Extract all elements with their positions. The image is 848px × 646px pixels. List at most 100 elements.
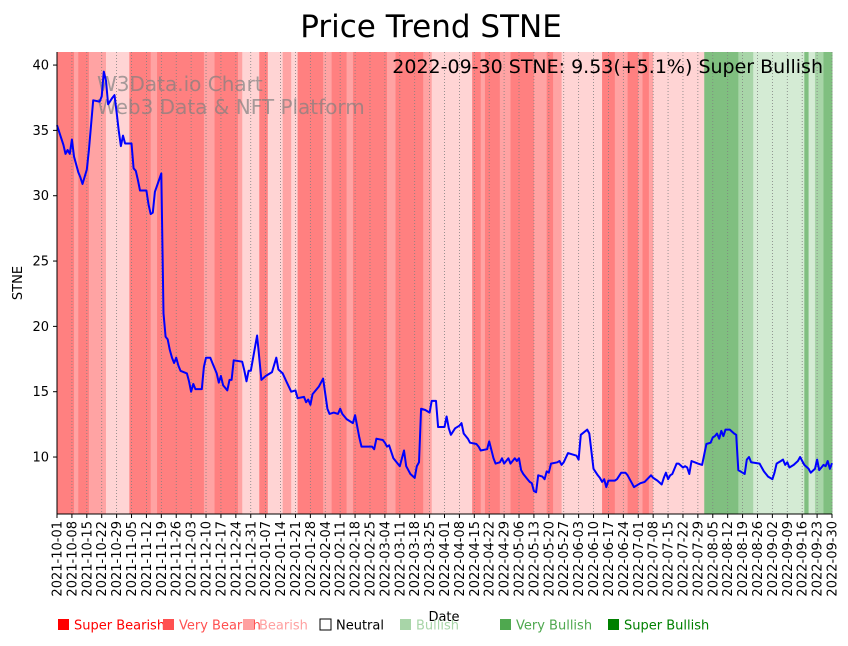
y-tick-label: 25 (32, 255, 49, 270)
legend-swatch-super-bullish (608, 619, 619, 630)
sentiment-band-very-bearish (78, 52, 90, 514)
y-tick-label: 10 (32, 451, 49, 466)
sentiment-band-light-bearish (267, 52, 284, 514)
price-series (56, 70, 833, 494)
y-tick-label: 30 (32, 189, 49, 204)
x-tick-label: 2021-11-26 (170, 521, 185, 597)
legend-label-very-bullish: Very Bullish (516, 619, 592, 634)
sentiment-band-light-bullish (808, 52, 816, 514)
x-tick-label: 2022-05-06 (513, 521, 528, 597)
x-tick-label: 2022-01-07 (259, 521, 274, 597)
x-tick-label: 2021-10-01 (51, 521, 66, 597)
x-axis-ticks: 2021-10-01 2021-10-08 2021-10-15 2021-10-22… (51, 514, 841, 597)
x-tick-label: 2022-02-11 (334, 521, 349, 597)
x-tick-label: 2022-06-24 (617, 521, 632, 597)
sentiment-band-light-bearish (561, 52, 603, 514)
sentiment-band-very-bearish (57, 52, 75, 514)
x-tick-label: 2021-12-10 (200, 521, 215, 597)
x-axis-label: Date (428, 610, 459, 625)
legend-swatch-bullish (400, 619, 411, 630)
x-tick-label: 2022-08-12 (721, 521, 736, 597)
sentiment-band-very-bearish (472, 52, 482, 514)
x-tick-label: 2021-12-17 (214, 521, 229, 597)
latest-price-annotation: 2022-09-30 STNE: 9.53(+5.1%) Super Bulli… (392, 56, 823, 78)
sentiment-band-bearish (614, 52, 629, 514)
x-tick-label: 2022-04-22 (483, 521, 498, 597)
x-tick-label: 2022-04-15 (468, 521, 483, 597)
legend-swatch-very-bullish (500, 619, 511, 630)
x-tick-label: 2022-07-15 (662, 521, 677, 597)
x-tick-label: 2021-12-03 (185, 521, 200, 597)
x-tick-label: 2021-11-12 (140, 521, 155, 597)
sentiment-band-bearish (638, 52, 644, 514)
sentiment-band-bearish (553, 52, 563, 514)
legend-swatch-bearish (243, 619, 254, 630)
sentiment-band-bearish (88, 52, 107, 514)
x-tick-label: 2022-05-13 (527, 521, 542, 597)
x-tick-label: 2022-08-19 (736, 521, 751, 597)
y-tick-label: 20 (32, 320, 49, 335)
sentiment-band-light-bullish (753, 52, 805, 514)
x-tick-label: 2022-03-11 (393, 521, 408, 597)
sentiment-band-bearish (282, 52, 292, 514)
sentiment-band-very-bearish (546, 52, 554, 514)
sentiment-band-bearish (346, 52, 354, 514)
legend-label-bullish: Bullish (416, 619, 459, 634)
x-tick-label: 2022-07-08 (647, 521, 662, 597)
watermark-line-1: W3Data.io Chart (97, 72, 263, 96)
x-tick-label: 2022-05-20 (542, 521, 557, 597)
sentiment-band-bullish (738, 52, 754, 514)
x-tick-label: 2021-10-22 (95, 521, 110, 597)
x-tick-label: 2022-04-29 (498, 521, 513, 597)
sentiment-band-bearish (423, 52, 433, 514)
sentiment-band-bullish (814, 52, 824, 514)
x-tick-label: 2022-07-01 (632, 521, 647, 597)
x-tick-label: 2022-01-14 (274, 521, 289, 597)
sentiment-band-bearish (387, 52, 397, 514)
legend-label-very-bearish: Very Bearish (179, 619, 261, 634)
y-tick-label: 40 (32, 59, 49, 74)
legend-swatch-super-bearish (58, 619, 69, 630)
sentiment-band-bearish (237, 52, 243, 514)
sentiment-band-bearish (480, 52, 486, 514)
sentiment-band-very-bullish (804, 52, 810, 514)
legend-label-super-bullish: Super Bullish (624, 619, 709, 634)
x-tick-label: 2022-02-18 (349, 521, 364, 597)
sentiment-band-very-bearish (510, 52, 535, 514)
x-tick-label: 2022-01-21 (289, 521, 304, 597)
x-gridlines (56, 52, 833, 514)
sentiment-band-bearish (533, 52, 548, 514)
sentiment-band-light-bearish (653, 52, 705, 514)
x-tick-label: 2022-05-27 (557, 521, 572, 597)
x-tick-label: 2022-09-23 (811, 521, 826, 597)
sentiment-band-very-bearish (129, 52, 152, 514)
x-tick-label: 2022-02-25 (363, 521, 378, 597)
x-tick-label: 2022-09-02 (766, 521, 781, 597)
x-tick-label: 2022-09-16 (796, 521, 811, 597)
y-axis-ticks: 10 15 20 25 30 35 40 (32, 59, 57, 466)
watermark-line-2: Web3 Data & NFT Platform (97, 95, 365, 119)
x-tick-label: 2021-11-05 (125, 521, 140, 597)
x-tick-label: 2022-02-04 (319, 521, 334, 597)
y-tick-label: 35 (32, 124, 49, 139)
x-tick-label: 2022-08-05 (706, 521, 721, 597)
x-tick-label: 2021-11-19 (155, 521, 170, 597)
sentiment-bands (57, 52, 833, 514)
sentiment-band-bearish (203, 52, 216, 514)
price-line-stne (56, 70, 833, 494)
sentiment-band-very-bearish (157, 52, 205, 514)
legend-label-bearish: Bearish (259, 619, 308, 634)
x-tick-label: 2021-12-24 (229, 521, 244, 597)
x-tick-label: 2021-12-31 (244, 521, 259, 597)
sentiment-band-light-bearish (431, 52, 473, 514)
x-tick-label: 2022-06-03 (572, 521, 587, 597)
sentiment-band-bearish (323, 52, 333, 514)
sentiment-band-very-bullish (823, 52, 833, 514)
x-tick-label: 2022-03-25 (423, 521, 438, 597)
legend-swatch-neutral (319, 618, 332, 631)
x-tick-label: 2022-01-28 (304, 521, 319, 597)
x-tick-label: 2022-09-09 (781, 521, 796, 597)
x-tick-label: 2022-07-22 (676, 521, 691, 597)
